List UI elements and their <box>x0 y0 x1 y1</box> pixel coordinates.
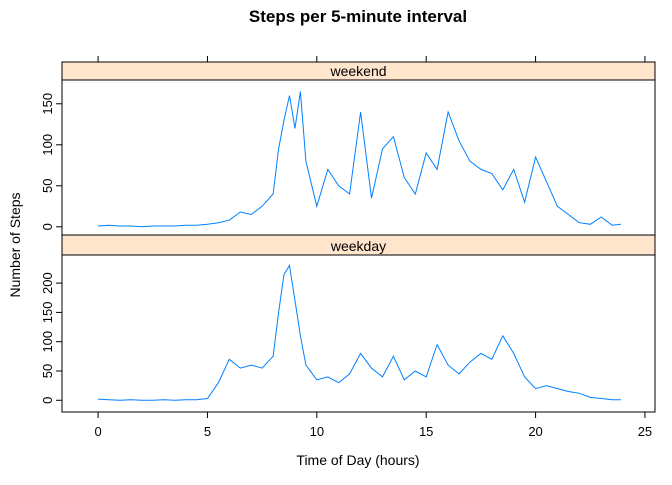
y-tick-label: 50 <box>40 179 55 193</box>
y-axis-label: Number of Steps <box>7 192 23 297</box>
chart-title: Steps per 5-minute interval <box>249 7 467 26</box>
y-tick-label: 150 <box>40 302 55 324</box>
x-tick-label: 15 <box>419 424 433 439</box>
y-tick-label: 0 <box>40 397 55 404</box>
y-tick-label: 100 <box>40 331 55 353</box>
y-tick-label: 0 <box>40 223 55 230</box>
y-tick-label: 150 <box>40 93 55 115</box>
y-tick-label: 100 <box>40 134 55 156</box>
data-line <box>98 91 621 228</box>
panel <box>61 254 656 413</box>
x-axis-label: Time of Day (hours) <box>296 452 419 468</box>
x-tick-label: 20 <box>528 424 542 439</box>
x-tick-label: 25 <box>638 424 652 439</box>
y-tick-label: 50 <box>40 364 55 378</box>
x-tick-label: 5 <box>204 424 211 439</box>
data-line <box>98 264 621 401</box>
strip-label: weekend <box>329 63 386 79</box>
strip-label: weekday <box>330 238 386 254</box>
panel <box>61 79 656 236</box>
x-tick-label: 0 <box>94 424 101 439</box>
x-tick-label: 10 <box>310 424 324 439</box>
y-tick-label: 200 <box>40 272 55 294</box>
